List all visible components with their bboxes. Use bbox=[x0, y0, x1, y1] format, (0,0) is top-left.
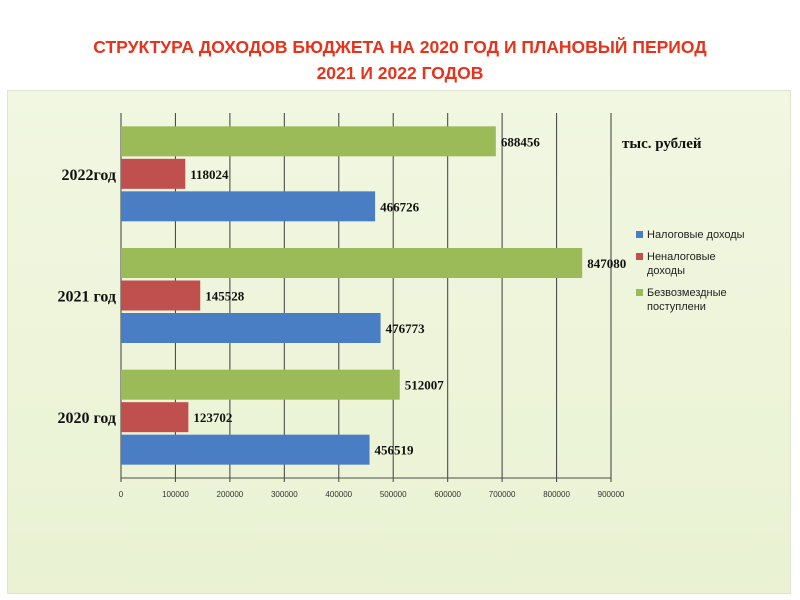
unit-label: тыс. рублей bbox=[622, 136, 702, 152]
x-tick-label: 500000 bbox=[380, 490, 407, 499]
x-tick-label: 600000 bbox=[434, 490, 461, 499]
x-tick-label: 800000 bbox=[543, 490, 570, 499]
x-tick-label: 200000 bbox=[217, 490, 244, 499]
data-label: 145528 bbox=[205, 289, 245, 304]
data-label: 512007 bbox=[405, 378, 445, 393]
legend-label: доходы bbox=[647, 265, 685, 277]
legend-label: Неналоговые bbox=[647, 251, 716, 263]
bar-0 bbox=[121, 191, 376, 222]
bar-2 bbox=[121, 248, 583, 278]
data-label: 688456 bbox=[501, 134, 541, 149]
legend-label: поступлени bbox=[647, 301, 706, 313]
data-label: 456519 bbox=[375, 443, 415, 458]
legend-label: Налоговые доходы bbox=[647, 229, 745, 241]
data-label: 847080 bbox=[587, 256, 626, 271]
bar-2 bbox=[121, 369, 400, 400]
bar-1 bbox=[121, 280, 201, 311]
title-line-2: 2021 И 2022 ГОДОВ bbox=[316, 63, 484, 83]
x-tick-label: 100000 bbox=[162, 490, 189, 499]
slide-title: СТРУКТУРА ДОХОДОВ БЮДЖЕТА НА 2020 ГОД И … bbox=[0, 34, 800, 86]
category-label: 2022год bbox=[62, 167, 117, 184]
legend-swatch bbox=[636, 231, 643, 238]
bar-0 bbox=[121, 434, 370, 465]
title-line-1: СТРУКТУРА ДОХОДОВ БЮДЖЕТА НА 2020 ГОД И … bbox=[93, 37, 707, 57]
data-label: 118024 bbox=[190, 167, 229, 182]
x-tick-label: 300000 bbox=[271, 490, 298, 499]
x-tick-label: 400000 bbox=[325, 490, 352, 499]
bar-1 bbox=[121, 402, 189, 433]
data-label: 476773 bbox=[386, 321, 426, 336]
bar-2 bbox=[121, 126, 496, 157]
data-label: 123702 bbox=[193, 410, 232, 425]
category-label: 2020 год bbox=[58, 410, 117, 427]
legend-swatch bbox=[636, 253, 643, 260]
legend-label: Безвозмездные bbox=[647, 287, 727, 299]
data-label: 466726 bbox=[380, 199, 420, 214]
bar-1 bbox=[121, 158, 186, 189]
x-tick-label: 700000 bbox=[489, 490, 516, 499]
category-label: 2021 год bbox=[58, 289, 117, 306]
x-tick-label: 0 bbox=[119, 490, 124, 499]
legend-swatch bbox=[636, 289, 643, 296]
x-tick-label: 900000 bbox=[598, 490, 625, 499]
bar-0 bbox=[121, 313, 381, 343]
